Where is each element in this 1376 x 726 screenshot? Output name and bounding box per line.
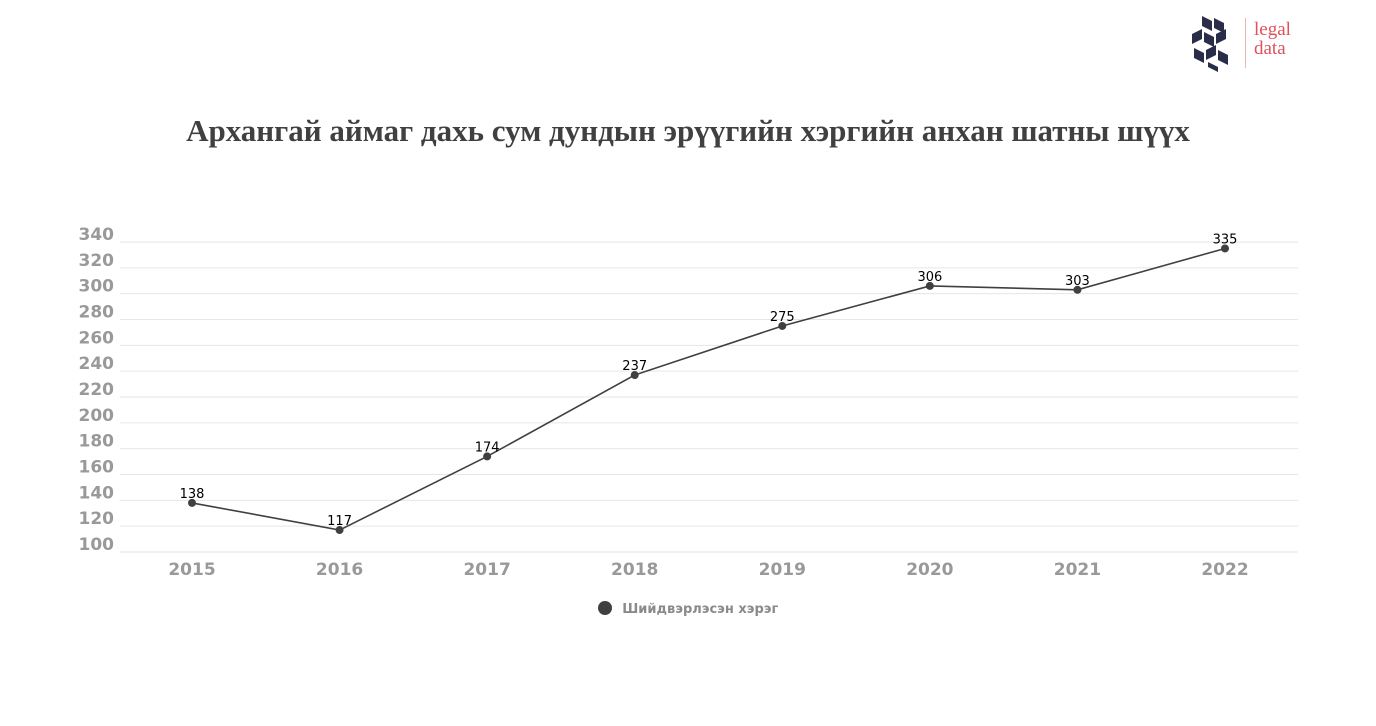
chart-legend[interactable]: Шийдвэрлэсэн хэрэг bbox=[0, 601, 1376, 617]
data-label: 335 bbox=[1213, 232, 1238, 247]
data-label: 138 bbox=[180, 487, 205, 502]
logo-divider bbox=[1245, 18, 1246, 68]
y-tick-label: 240 bbox=[79, 354, 115, 374]
y-tick-label: 140 bbox=[79, 483, 115, 503]
y-tick-label: 220 bbox=[79, 380, 115, 400]
y-tick-label: 200 bbox=[79, 406, 115, 426]
y-tick-label: 100 bbox=[79, 535, 115, 555]
data-point bbox=[1073, 285, 1082, 294]
y-tick-label: 300 bbox=[79, 277, 115, 297]
x-tick-label: 2017 bbox=[463, 560, 510, 580]
data-point bbox=[778, 321, 787, 330]
y-tick-label: 340 bbox=[79, 225, 115, 245]
logo-mark-icon bbox=[1192, 16, 1228, 72]
y-tick-label: 280 bbox=[79, 303, 115, 323]
data-point bbox=[1221, 244, 1229, 253]
data-label: 303 bbox=[1065, 274, 1090, 289]
data-label: 275 bbox=[770, 310, 795, 325]
legend-marker-icon bbox=[597, 601, 612, 615]
data-label: 306 bbox=[917, 270, 942, 285]
series-line bbox=[191, 247, 1226, 531]
x-tick-label: 2016 bbox=[316, 560, 363, 580]
data-label: 237 bbox=[622, 359, 647, 374]
data-point bbox=[925, 281, 934, 290]
x-tick-label: 2019 bbox=[759, 560, 806, 580]
x-tick-label: 2018 bbox=[611, 560, 658, 580]
data-label: 117 bbox=[327, 514, 352, 529]
y-tick-label: 180 bbox=[79, 432, 115, 452]
legal-data-logo bbox=[1190, 14, 1310, 72]
legend-label: Шийдвэрлэсэн хэрэг bbox=[622, 602, 779, 617]
data-point bbox=[630, 371, 639, 380]
x-tick-label: 2021 bbox=[1054, 560, 1101, 580]
chart-title: Архангай аймаг дахь сум дундын эрүүгийн … bbox=[186, 113, 1190, 148]
x-tick-label: 2015 bbox=[168, 560, 215, 580]
data-label: 174 bbox=[475, 440, 500, 455]
logo-text: legal data bbox=[1254, 19, 1291, 59]
y-tick-label: 260 bbox=[79, 328, 115, 348]
x-tick-label: 2020 bbox=[906, 560, 953, 580]
x-tick-label: 2022 bbox=[1201, 560, 1248, 580]
data-point bbox=[483, 452, 492, 461]
y-tick-label: 320 bbox=[79, 251, 115, 271]
y-tick-label: 160 bbox=[79, 458, 115, 478]
data-point bbox=[188, 498, 196, 507]
y-tick-label: 120 bbox=[79, 509, 115, 529]
data-point bbox=[335, 526, 344, 535]
